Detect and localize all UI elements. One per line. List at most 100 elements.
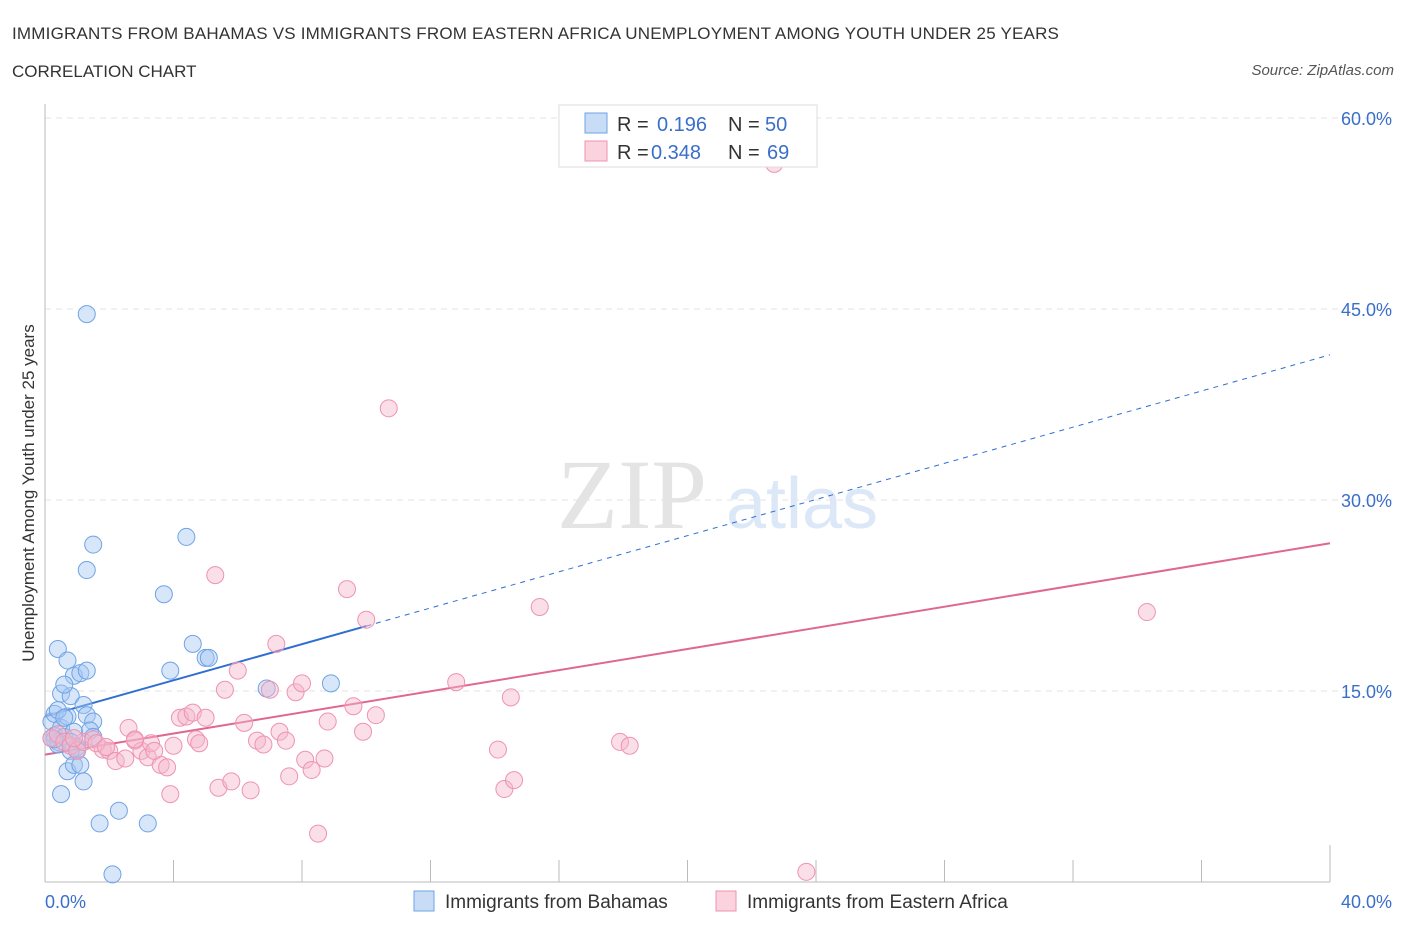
tick-labels: 15.0% 30.0% 45.0% 60.0% 0.0% 40.0% — [45, 109, 1392, 912]
point-eastern-africa — [215, 680, 234, 699]
point-eastern-africa — [280, 767, 299, 786]
legend-r-label-1: R = — [617, 114, 649, 136]
y-axis-title: Unemployment Among Youth under 25 years — [19, 324, 38, 661]
point-eastern-africa — [344, 697, 363, 716]
point-eastern-africa — [267, 634, 286, 653]
point-bahamas — [74, 772, 93, 791]
source-label: Source: ZipAtlas.com — [1251, 62, 1394, 79]
point-eastern-africa — [222, 772, 241, 791]
watermark: ZIP atlas — [557, 439, 878, 550]
y-tick-label: 60.0% — [1341, 109, 1392, 129]
point-eastern-africa — [337, 580, 356, 599]
point-eastern-africa — [87, 734, 106, 753]
point-eastern-africa — [132, 741, 151, 760]
point-bahamas — [48, 639, 67, 658]
point-bahamas — [55, 675, 74, 694]
legend-n-value-1: 50 — [765, 114, 787, 136]
point-bahamas — [77, 561, 96, 580]
point-eastern-africa — [354, 722, 373, 741]
point-bahamas — [61, 687, 80, 706]
data-points — [42, 154, 1156, 884]
point-eastern-africa — [93, 740, 112, 759]
gridlines — [45, 117, 1392, 692]
point-eastern-africa — [276, 731, 295, 750]
point-bahamas — [55, 708, 74, 727]
point-eastern-africa — [315, 749, 334, 768]
trend-line-bahamas-extension — [366, 354, 1331, 627]
y-tick-label: 45.0% — [1341, 300, 1392, 320]
point-eastern-africa — [206, 566, 225, 585]
watermark-atlas: atlas — [726, 464, 878, 544]
point-bahamas — [109, 801, 128, 820]
point-eastern-africa — [302, 760, 321, 779]
point-bahamas — [58, 651, 77, 670]
point-eastern-africa — [145, 741, 164, 760]
point-eastern-africa — [196, 708, 215, 727]
point-eastern-africa — [366, 706, 385, 725]
point-eastern-africa — [530, 597, 549, 616]
legend-n-value-2: 69 — [767, 142, 789, 164]
point-bahamas — [77, 706, 96, 725]
chart-title: IMMIGRANTS FROM BAHAMAS VS IMMIGRANTS FR… — [12, 24, 1060, 43]
point-eastern-africa — [116, 749, 135, 768]
point-eastern-africa — [447, 673, 466, 692]
point-bahamas — [77, 305, 96, 324]
trend-line-bahamas — [44, 625, 367, 718]
point-eastern-africa — [379, 399, 398, 418]
point-bahamas — [64, 755, 83, 774]
point-bahamas — [52, 785, 71, 804]
correlation-legend: R = 0.196 N = 50 R = 0.348 N = 69 — [558, 104, 818, 168]
point-eastern-africa — [505, 771, 524, 790]
point-eastern-africa — [620, 736, 639, 755]
point-eastern-africa — [241, 781, 260, 800]
point-eastern-africa — [286, 683, 305, 702]
legend-n-label-2: N = — [728, 142, 760, 164]
point-eastern-africa — [501, 688, 520, 707]
point-bahamas — [154, 585, 173, 604]
point-eastern-africa — [97, 738, 116, 757]
point-eastern-africa — [190, 734, 209, 753]
watermark-zip: ZIP — [557, 439, 707, 550]
legend-n-label-1: N = — [728, 114, 760, 136]
bottom-legend-swatch-bahamas — [413, 890, 435, 912]
trend-lines — [44, 354, 1331, 756]
point-bahamas — [321, 674, 340, 693]
trend-line-eastern-africa — [44, 542, 1331, 756]
chart-subtitle: CORRELATION CHART — [12, 62, 197, 81]
legend-r-value-2: 0.348 — [651, 142, 701, 164]
point-eastern-africa — [64, 729, 83, 748]
point-eastern-africa — [488, 740, 507, 759]
legend-r-value-1: 0.196 — [657, 114, 707, 136]
point-eastern-africa — [254, 735, 273, 754]
point-bahamas — [84, 535, 103, 554]
point-bahamas — [77, 661, 96, 680]
point-bahamas — [74, 696, 93, 715]
point-eastern-africa — [235, 713, 254, 732]
point-eastern-africa — [270, 722, 289, 741]
point-bahamas — [177, 527, 196, 546]
point-bahamas — [138, 814, 157, 833]
point-bahamas — [90, 814, 109, 833]
point-bahamas — [103, 865, 122, 884]
point-bahamas — [199, 648, 218, 667]
point-eastern-africa — [357, 610, 376, 629]
point-eastern-africa — [611, 732, 630, 751]
legend-r-label-2: R = — [617, 142, 649, 164]
point-bahamas — [161, 661, 180, 680]
legend-swatch-eastern-africa — [584, 140, 608, 162]
axes — [44, 104, 1331, 883]
x-tick-label-max: 40.0% — [1341, 892, 1392, 912]
point-eastern-africa — [228, 661, 247, 680]
point-bahamas — [48, 701, 67, 720]
point-eastern-africa — [260, 680, 279, 699]
point-eastern-africa — [309, 824, 328, 843]
point-bahamas — [183, 634, 202, 653]
point-eastern-africa — [296, 750, 315, 769]
point-eastern-africa — [164, 736, 183, 755]
point-eastern-africa — [797, 862, 816, 881]
point-eastern-africa — [318, 712, 337, 731]
point-eastern-africa — [161, 785, 180, 804]
series-legend: Immigrants from Bahamas Immigrants from … — [413, 890, 1008, 913]
legend-swatch-bahamas — [584, 112, 608, 134]
